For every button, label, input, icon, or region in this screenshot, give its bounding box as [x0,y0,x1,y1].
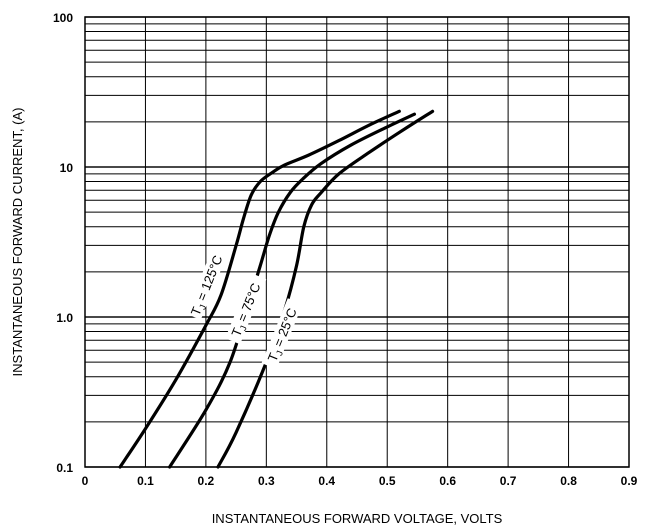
x-tick-label: 0.3 [258,474,275,488]
y-tick-label: 0.1 [56,461,73,475]
y-axis-title: INSTANTANEOUS FORWARD CURRENT, (A) [10,108,25,377]
series-line [168,112,417,469]
series-label-subscript: J [274,349,285,357]
series-label: TJ = 75°C [225,273,267,345]
x-tick-label: 0.6 [439,474,456,488]
series-line [118,109,401,469]
x-tick-label: 0 [82,474,89,488]
series-label: TJ = 125°C [185,248,228,320]
series-line [216,109,435,469]
x-tick-label: 0.1 [137,474,154,488]
series-label-text: TJ = 25°C [265,306,302,365]
x-tick-label: 0.4 [318,474,335,488]
series-label: TJ = 25°C [261,298,303,370]
x-axis-title: INSTANTANEOUS FORWARD VOLTAGE, VOLTS [212,511,503,526]
series-label-temperature: = 25°C [269,306,299,352]
curve-labels: TJ = 125°CTJ = 75°CTJ = 25°C [185,248,303,370]
x-tick-label: 0.2 [198,474,215,488]
series-label-background [261,298,303,370]
series-label-subscript: J [238,324,249,332]
y-tick-label: 10 [60,161,74,175]
series-label-background [225,273,267,345]
x-tick-label: 0.5 [379,474,396,488]
x-tick-label: 0.7 [500,474,517,488]
series-label-subscript: J [197,303,208,311]
plot-frame [84,16,630,468]
series-label-text: TJ = 75°C [228,281,265,340]
tick-labels: 0 0.1 0.2 0.3 0.4 0.5 0.6 0.7 0.8 0.9 0.1 1.0 10 100 [53,11,638,488]
series-label-background [185,248,228,320]
y-tick-label: 100 [53,11,73,25]
x-tick-label: 0.9 [621,474,638,488]
curves [118,109,435,469]
series-label-text: TJ = 125°C [188,253,228,318]
grid [84,16,630,468]
x-tick-label: 0.8 [560,474,577,488]
series-label-temperature: = 75°C [233,281,263,327]
y-tick-label: 1.0 [56,311,73,325]
